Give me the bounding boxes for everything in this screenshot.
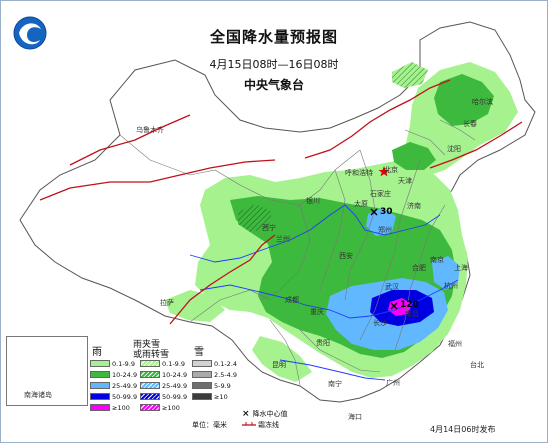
legend-mixed-2: 10-24.9 (140, 370, 187, 379)
city-label: 天津 (398, 177, 412, 185)
legend-snow-3: 5-9.9 (192, 381, 231, 390)
cma-logo-icon (13, 16, 47, 50)
city-label: 西安 (339, 252, 353, 260)
city-label: 郑州 (378, 226, 392, 234)
city-label: 兰州 (276, 235, 290, 243)
city-label: 济南 (407, 202, 421, 210)
legend-swatch (140, 382, 160, 389)
city-label: 乌鲁木齐 (136, 126, 164, 134)
city-label: 成都 (285, 296, 299, 304)
legend-swatch (192, 371, 212, 378)
legend-swatch (192, 393, 212, 400)
legend-head-snow: 雪 (194, 347, 204, 358)
legend-mixed-5: ≥100 (140, 403, 180, 412)
legend-head-mixed-1: 雨夹雪 (133, 340, 161, 350)
province-boundaries (119, 119, 476, 386)
legend-rain-4: 50-99.9 (90, 392, 137, 401)
city-label: 南宁 (328, 380, 342, 388)
city-label: 上海 (454, 264, 468, 272)
legend-swatch (140, 393, 160, 400)
rivers (189, 204, 459, 381)
mixed-precip-area-north (392, 62, 428, 88)
rain-center-value: 30 (380, 207, 393, 217)
legend-snow-4: ≥10 (192, 392, 228, 401)
city-label: 北京 (384, 166, 398, 174)
city-label: 太原 (354, 200, 368, 208)
city-label: 武汉 (385, 283, 399, 291)
city-label: 贵阳 (316, 339, 330, 347)
freeze-line-icon (242, 422, 256, 426)
legend-swatch (90, 404, 110, 411)
south-china-sea-inset (6, 336, 88, 406)
city-label: 长沙 (373, 319, 387, 327)
legend-rain-1: 0.1-9.9 (90, 359, 135, 368)
capital-star-icon (378, 166, 390, 177)
legend-mixed-4: 50-99.9 (140, 392, 187, 401)
map-title: 全国降水量预报图 (209, 28, 338, 46)
city-label: 呼和浩特 (345, 169, 373, 177)
city-label: 杭州 (444, 282, 458, 290)
legend-swatch (90, 382, 110, 389)
city-label: 哈尔滨 (472, 98, 493, 106)
legend-mixed-1: 0.1-9.9 (140, 359, 185, 368)
legend-rain-3: 25-49.9 (90, 381, 137, 390)
legend-rain-5: ≥100 (90, 403, 130, 412)
issuing-agency: 中央气象台 (243, 78, 304, 92)
legend-mixed-3: 25-49.9 (140, 381, 187, 390)
city-label: 福州 (448, 340, 462, 348)
legend-snow-1: 0.1-2.4 (192, 359, 237, 368)
precipitation-legend: 雨 雨夹雪 或雨转雪 雪 0.1-9.9 10-24.9 25-49.9 50-… (88, 340, 298, 439)
city-label: 合肥 (412, 264, 426, 272)
city-label: 海口 (348, 413, 362, 421)
city-label: 台北 (470, 361, 484, 369)
city-label: 石家庄 (370, 190, 391, 198)
rain-area-blue-east (432, 256, 460, 290)
legend-head-rain: 雨 (92, 347, 102, 358)
legend-swatch (90, 360, 110, 367)
mixed-precip-area-west (238, 204, 272, 232)
rain-center-x-icon: × (242, 409, 250, 419)
city-label: 银川 (306, 197, 320, 205)
rain-center-markers (370, 208, 398, 310)
city-label: 沈阳 (447, 145, 461, 153)
legend-freeze-line: 霜冻线 (242, 420, 279, 430)
legend-snow-2: 2.5-4.9 (192, 370, 237, 379)
legend-swatch (140, 371, 160, 378)
city-label: 南昌 (405, 310, 419, 318)
freeze-lines (39, 79, 523, 325)
city-label: 拉萨 (160, 299, 174, 307)
city-label: 西宁 (262, 224, 276, 232)
legend-swatch (192, 360, 212, 367)
city-label: 长春 (463, 120, 477, 128)
rain-area-medium-north (392, 142, 436, 170)
city-label: 南京 (430, 256, 444, 264)
legend-swatch (90, 393, 110, 400)
forecast-period: 4月15日08时—16日08时 (209, 58, 339, 71)
rain-area-rainstorm (388, 298, 412, 316)
city-label: 广州 (386, 379, 400, 387)
rain-center-value: 120 (400, 300, 419, 310)
city-label: 重庆 (310, 308, 324, 316)
legend-unit: 单位：毫米 (192, 421, 227, 429)
legend-swatch (192, 382, 212, 389)
inset-label: 南海诸岛 (24, 391, 52, 399)
legend-center-marker: × 降水中心值 (242, 409, 288, 419)
legend-head-mixed-2: 或雨转雪 (133, 350, 170, 360)
issued-time: 4月14日06时发布 (430, 425, 496, 434)
legend-rain-2: 10-24.9 (90, 370, 137, 379)
legend-swatch (140, 360, 160, 367)
rain-area-light-west (165, 290, 225, 322)
city-label: 昆明 (272, 361, 286, 369)
rain-area-medium-northeast (434, 74, 494, 126)
legend-swatch (140, 404, 160, 411)
legend-swatch (90, 371, 110, 378)
